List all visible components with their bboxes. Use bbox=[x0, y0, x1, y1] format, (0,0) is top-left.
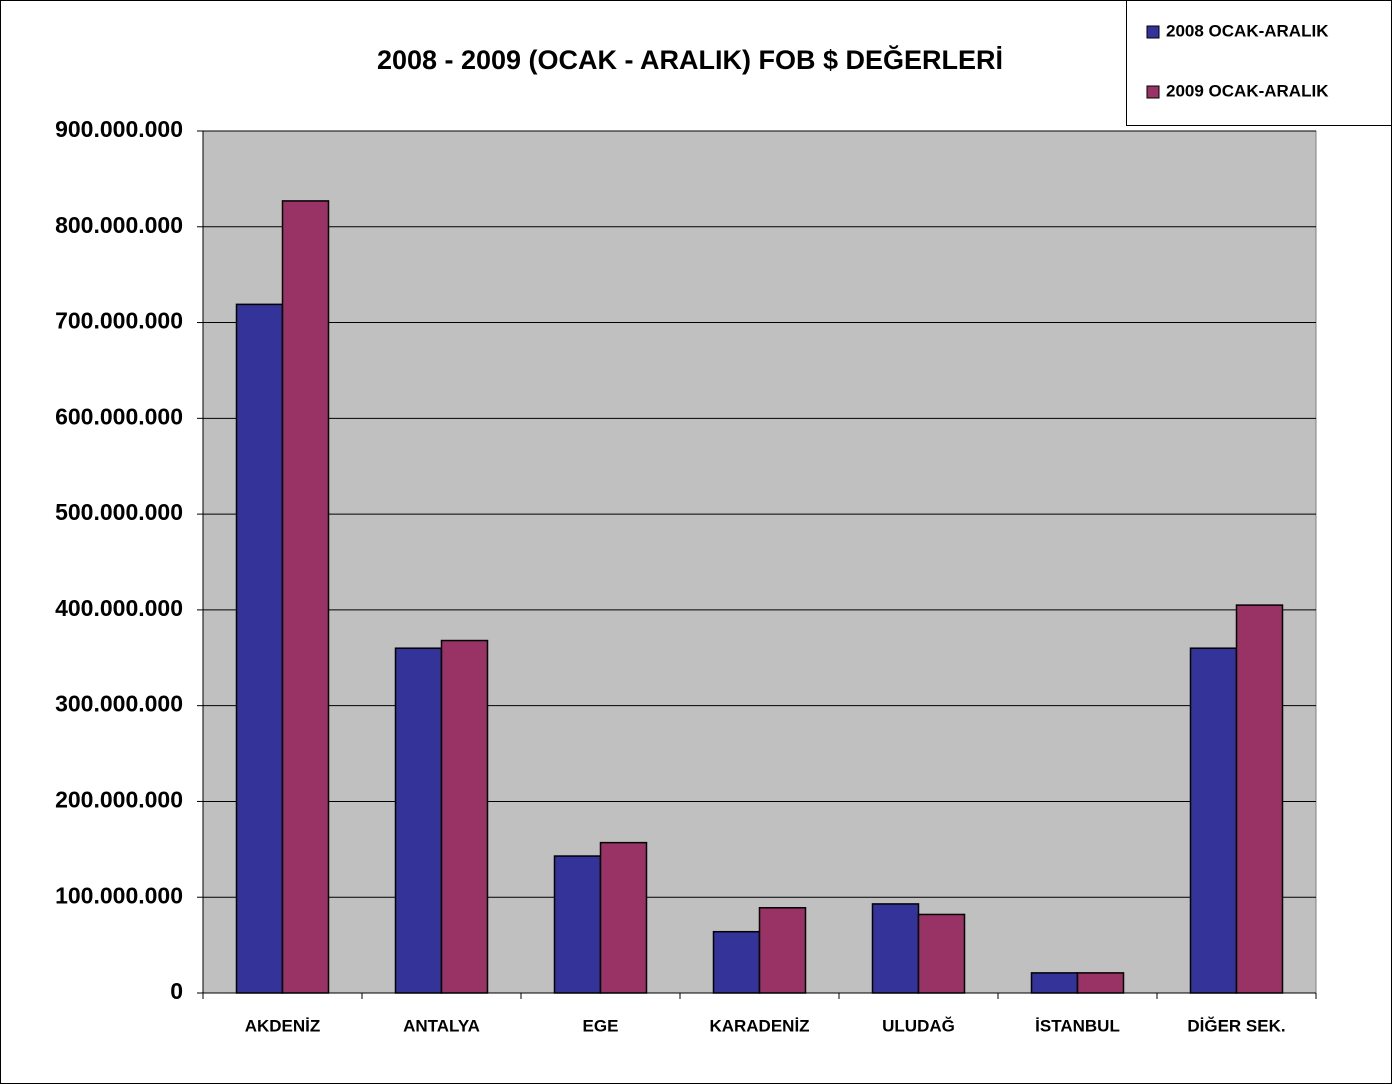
x-tick-label: ANTALYA bbox=[403, 1016, 480, 1035]
x-tick-label: EGE bbox=[583, 1016, 619, 1035]
chart-title: 2008 - 2009 (OCAK - ARALIK) FOB $ DEĞERL… bbox=[377, 44, 1003, 75]
legend-label: 2009 OCAK-ARALIK bbox=[1166, 81, 1329, 100]
bar bbox=[394, 647, 443, 994]
y-tick-label: 0 bbox=[170, 978, 183, 1004]
y-tick-label: 400.000.000 bbox=[55, 595, 183, 621]
bar bbox=[1189, 647, 1238, 994]
bar bbox=[281, 200, 330, 994]
y-tick-label: 200.000.000 bbox=[55, 787, 183, 813]
x-tick-label: İSTANBUL bbox=[1035, 1016, 1120, 1035]
bar bbox=[235, 303, 284, 994]
bar bbox=[1030, 972, 1079, 994]
x-tick-label: ULUDAĞ bbox=[882, 1016, 955, 1035]
y-tick-label: 800.000.000 bbox=[55, 212, 183, 238]
x-tick-label: AKDENİZ bbox=[245, 1016, 321, 1035]
bar bbox=[440, 639, 489, 994]
x-tick-label: KARADENİZ bbox=[709, 1016, 809, 1035]
bar bbox=[871, 903, 920, 994]
legend-box bbox=[1126, 0, 1392, 126]
bar bbox=[553, 855, 602, 994]
y-tick-label: 600.000.000 bbox=[55, 403, 183, 429]
legend-swatch bbox=[1146, 25, 1160, 39]
x-tick-label: DİĞER SEK. bbox=[1187, 1016, 1285, 1035]
bar bbox=[917, 913, 966, 994]
y-tick-label: 900.000.000 bbox=[55, 116, 183, 142]
y-tick-label: 100.000.000 bbox=[55, 882, 183, 908]
bar bbox=[599, 841, 648, 994]
bar bbox=[758, 907, 807, 994]
y-tick-label: 300.000.000 bbox=[55, 691, 183, 717]
bar bbox=[1235, 604, 1284, 994]
plot-area bbox=[202, 130, 1317, 994]
y-tick-label: 700.000.000 bbox=[55, 308, 183, 334]
legend-swatch bbox=[1146, 85, 1160, 99]
y-tick-label: 500.000.000 bbox=[55, 499, 183, 525]
legend-label: 2008 OCAK-ARALIK bbox=[1166, 21, 1329, 40]
bar bbox=[1076, 972, 1125, 994]
bar bbox=[712, 930, 761, 994]
